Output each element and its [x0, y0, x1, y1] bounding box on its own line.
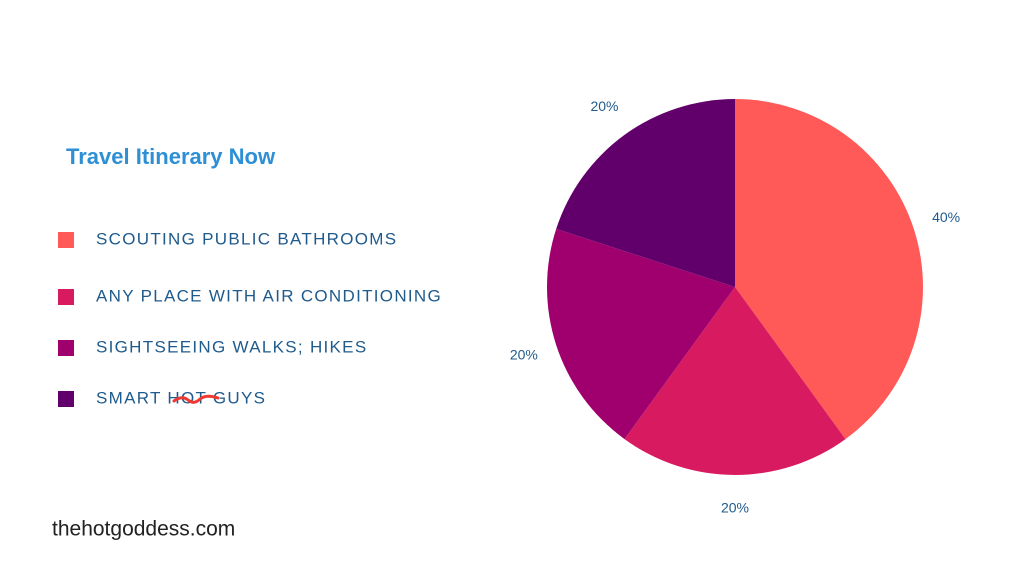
legend-swatch — [58, 391, 74, 407]
data-label: 40% — [932, 209, 960, 225]
legend-swatch — [58, 340, 74, 356]
data-label: 20% — [510, 346, 538, 362]
legend-label: SCOUTING PUBLIC BATHROOMS — [96, 229, 397, 248]
chart-title: Travel Itinerary Now — [66, 144, 276, 169]
footer: thehotgoddess.com — [52, 518, 235, 541]
pie: 40% 20% 20% 20% — [510, 98, 960, 516]
data-label: 20% — [590, 98, 618, 114]
legend-label: ANY PLACE WITH AIR CONDITIONING — [96, 286, 442, 305]
scribble — [172, 394, 220, 404]
pie-slice — [624, 287, 846, 475]
pie-slice — [556, 98, 735, 287]
legend-swatch — [58, 232, 74, 248]
legend-label: SIGHTSEEING WALKS; HIKES — [96, 337, 367, 356]
pie-slice — [735, 99, 923, 440]
pie-slice — [547, 228, 735, 440]
legend: SCOUTING PUBLIC BATHROOMS ANY PLACE WITH … — [58, 229, 442, 407]
legend-swatch — [58, 289, 74, 305]
data-label: 20% — [721, 500, 749, 516]
